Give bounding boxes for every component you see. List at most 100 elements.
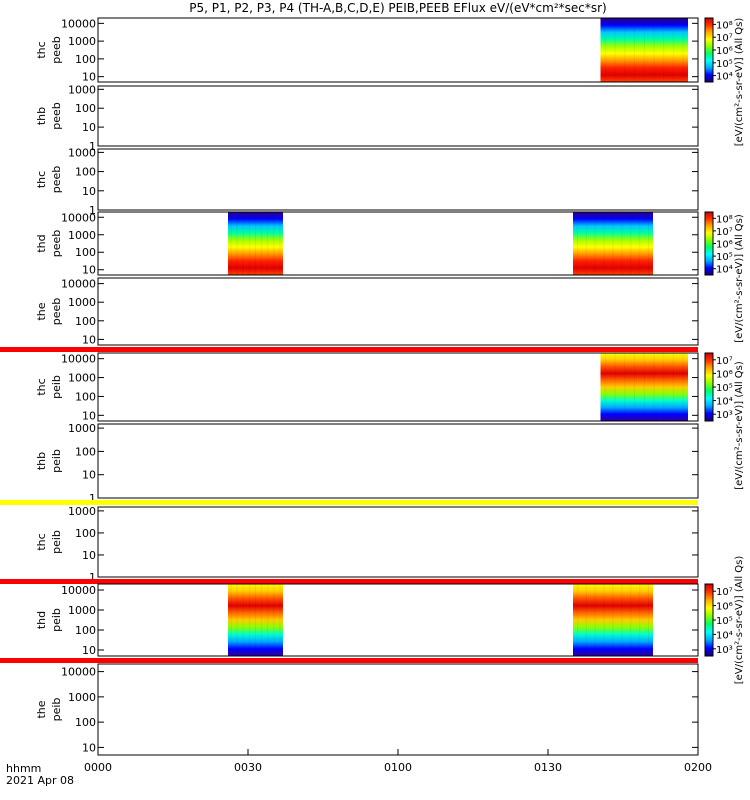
panel-frame [97, 583, 699, 657]
colorbar-tick-label: 10³ [716, 410, 733, 421]
y-tick-label: 100 [75, 624, 96, 637]
colorbar-tick-label: 10⁶ [716, 46, 733, 57]
y-tick-label: 1000 [68, 296, 96, 309]
colorbar-tick-label: 10⁵ [716, 383, 733, 394]
red-flag-bar [0, 658, 698, 663]
y-tick-label: 1000 [68, 604, 96, 617]
y-tick-label: 10 [82, 409, 96, 422]
y-tick-label: 10000 [61, 278, 96, 291]
y-tick-label: 100 [75, 166, 96, 179]
panel-frame [97, 17, 699, 83]
spectrogram-block [573, 584, 653, 656]
panel-product-label: peib [50, 530, 63, 554]
x-tick-label: 0030 [234, 761, 262, 774]
x-tick-label: 0100 [384, 761, 412, 774]
colorbar-tick-label: 10⁵ [716, 59, 733, 70]
colorbar-tick-label: 10⁴ [716, 72, 733, 83]
panel-thd_peib: 10 100 1000 10000 thd peib [35, 583, 699, 657]
y-tick-label: 1000 [68, 691, 96, 704]
y-tick-label: 1000 [68, 146, 96, 159]
y-tick-label: 1000 [68, 229, 96, 242]
y-tick-label: 1000 [68, 83, 96, 96]
panel-probe-label: thc [35, 378, 48, 395]
panel-frame [97, 211, 699, 276]
colorbar-thd_peeb [704, 211, 714, 276]
panel-frame [97, 663, 699, 756]
colorbar-tick-label: 10⁶ [716, 369, 733, 380]
colorbars-group: 10⁴10⁵10⁶10⁷10⁸10⁴10⁵10⁶10⁷10⁸10³10⁴10⁵1… [704, 17, 745, 684]
panel-product-label: peeb [50, 102, 63, 130]
panel-product-label: peeb [50, 230, 63, 258]
panel-probe-label: thb [35, 107, 48, 125]
y-tick-label: 100 [75, 246, 96, 259]
panel-product-label: peeb [50, 36, 63, 64]
x-tick-label: 0200 [684, 761, 712, 774]
panel-probe-label: thc [35, 533, 48, 550]
figure-title: P5, P1, P2, P3, P4 (TH-A,B,C,D,E) PEIB,P… [189, 1, 606, 15]
y-tick-label: 1000 [68, 35, 96, 48]
spectrogram-block [600, 18, 688, 82]
y-tick-label: 1 [89, 204, 96, 217]
panel-product-label: peib [50, 375, 63, 399]
colorbar-thd_peib [704, 583, 714, 657]
x-tick-label: 0000 [84, 761, 112, 774]
panel-probe-label: the [35, 700, 48, 718]
colorbar-thc_peib [704, 352, 714, 422]
colorbar-tick-label: 10⁷ [716, 587, 733, 598]
colorbar-tick-label: 10⁸ [716, 214, 733, 225]
colorbar-tick-label: 10⁸ [716, 20, 733, 31]
panel-the_peeb: 10 100 1000 10000 the peeb [35, 277, 699, 346]
panel-product-label: peib [50, 449, 63, 473]
red-flag-bar [0, 579, 698, 584]
y-tick-label: 10 [82, 71, 96, 84]
y-tick-label: 1 [89, 571, 96, 584]
y-tick-label: 100 [75, 315, 96, 328]
y-tick-label: 10 [82, 549, 96, 562]
panel-thb_peib: 1 10 100 1000 thb peib [35, 422, 699, 505]
colorbar-units-label: [eV/(cm²-s-sr-eV)] (All Qs) [734, 18, 745, 147]
y-tick-label: 100 [75, 445, 96, 458]
y-tick-label: 100 [75, 527, 96, 540]
y-tick-label: 100 [75, 716, 96, 729]
spectrogram-block [600, 353, 688, 421]
time-axis: 0000 0030 0100 0130 0200 [84, 749, 712, 774]
panel-thc_peib_2: 1 10 100 1000 thc peib [35, 505, 699, 584]
colorbar-thc_peeb [704, 17, 714, 83]
panel-thc_peeb: 10 100 1000 10000 thc peeb [35, 17, 699, 84]
panel-product-label: peeb [50, 298, 63, 326]
colorbar-tick-label: 10⁴ [716, 397, 733, 408]
panel-frame [97, 352, 699, 422]
panel-probe-label: thd [35, 611, 48, 629]
panel-the_peib: 10 100 1000 10000 the peib [35, 663, 699, 756]
colorbar-tick-label: 10⁴ [716, 630, 733, 641]
time-axis-label: hhmm [6, 762, 41, 775]
colorbar-units-label: [eV/(cm²-s-sr-eV)] (All Qs) [734, 214, 745, 343]
panel-product-label: peib [50, 698, 63, 722]
panel-frame [97, 423, 699, 499]
y-tick-label: 100 [75, 102, 96, 115]
panel-thd_peeb: 10 100 1000 10000 thd peeb [35, 211, 699, 277]
y-tick-label: 10 [82, 469, 96, 482]
spectrogram-block [228, 584, 283, 656]
panel-frame [97, 148, 699, 211]
x-tick-label: 0130 [534, 761, 562, 774]
y-tick-label: 10000 [61, 211, 96, 224]
panel-thc_peib: 10 100 1000 10000 thc peib [35, 352, 699, 422]
colorbar-tick-label: 10⁶ [716, 602, 733, 613]
panel-probe-label: thd [35, 234, 48, 252]
date-label: 2021 Apr 08 [6, 774, 74, 787]
y-tick-label: 10 [82, 121, 96, 134]
y-tick-label: 1000 [68, 422, 96, 435]
spectrogram-block [228, 212, 283, 275]
y-tick-label: 1000 [68, 372, 96, 385]
y-tick-label: 10000 [61, 584, 96, 597]
panel-probe-label: thc [35, 171, 48, 188]
panel-probe-label: the [35, 302, 48, 320]
panel-thc_peeb_2: 1 10 100 1000 thc peeb [35, 146, 699, 217]
y-tick-label: 10 [82, 264, 96, 277]
colorbar-tick-label: 10⁷ [716, 227, 733, 238]
panel-frame [97, 506, 699, 578]
y-tick-label: 1000 [68, 505, 96, 518]
y-tick-label: 10000 [61, 666, 96, 679]
